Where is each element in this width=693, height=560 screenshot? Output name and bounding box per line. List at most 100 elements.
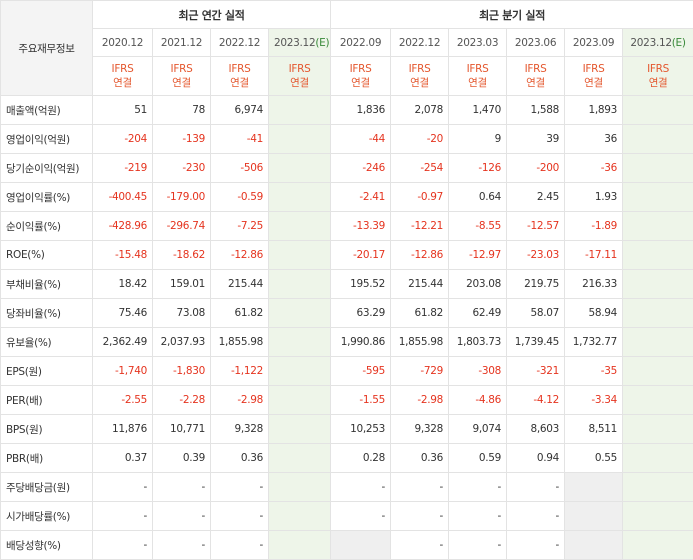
value-cell: -: [93, 531, 153, 560]
value-cell: -: [153, 473, 211, 502]
value-cell: -1,740: [93, 357, 153, 386]
value-cell: [269, 386, 331, 415]
value-cell: 10,771: [153, 415, 211, 444]
value-cell: 9,328: [391, 415, 449, 444]
value-cell: -: [391, 473, 449, 502]
value-cell: [269, 183, 331, 212]
table-row: 당기순이익(억원)-219-230-506-246-254-126-200-36: [1, 154, 693, 183]
value-cell: -428.96: [93, 212, 153, 241]
consolidated-text: 연결: [512, 76, 559, 90]
value-cell: -: [153, 531, 211, 560]
quarterly-period-estimate: 2023.12(E): [623, 29, 693, 57]
value-cell: -230: [153, 154, 211, 183]
value-cell: -2.98: [391, 386, 449, 415]
value-cell: 2,362.49: [93, 328, 153, 357]
value-cell: -41: [211, 125, 269, 154]
value-cell: [623, 299, 693, 328]
value-cell: 9: [449, 125, 507, 154]
value-cell: -2.28: [153, 386, 211, 415]
quarterly-period: 2022.12: [391, 29, 449, 57]
value-cell: [269, 502, 331, 531]
value-cell: 216.33: [565, 270, 623, 299]
row-label: 부채비율(%): [1, 270, 93, 299]
ifrs-text: IFRS: [570, 62, 617, 76]
table-row: PER(배)-2.55-2.28-2.98-1.55-2.98-4.86-4.1…: [1, 386, 693, 415]
value-cell: 195.52: [331, 270, 391, 299]
value-cell: [269, 270, 331, 299]
value-cell: [623, 502, 693, 531]
value-cell: -: [211, 531, 269, 560]
value-cell: -: [211, 473, 269, 502]
value-cell: 51: [93, 96, 153, 125]
row-label: 배당성향(%): [1, 531, 93, 560]
annual-period-estimate: 2023.12(E): [269, 29, 331, 57]
value-cell: [269, 357, 331, 386]
value-cell: -4.86: [449, 386, 507, 415]
value-cell: -12.97: [449, 241, 507, 270]
value-cell: -3.34: [565, 386, 623, 415]
value-cell: -23.03: [507, 241, 565, 270]
value-cell: 39: [507, 125, 565, 154]
table-row: 배당성향(%)------: [1, 531, 693, 560]
value-cell: 1,893: [565, 96, 623, 125]
consolidated-text: 연결: [628, 76, 688, 90]
annual-period: 2020.12: [93, 29, 153, 57]
value-cell: -: [507, 531, 565, 560]
value-cell: [565, 502, 623, 531]
value-cell: 58.94: [565, 299, 623, 328]
value-cell: [269, 299, 331, 328]
value-cell: 0.28: [331, 444, 391, 473]
annual-period: 2021.12: [153, 29, 211, 57]
value-cell: [269, 154, 331, 183]
value-cell: [623, 125, 693, 154]
value-cell: 1,990.86: [331, 328, 391, 357]
value-cell: [623, 241, 693, 270]
value-cell: [565, 531, 623, 560]
quarterly-period: 2023.03: [449, 29, 507, 57]
value-cell: [269, 212, 331, 241]
period-label: 2023.12: [274, 37, 315, 49]
annual-period: 2022.12: [211, 29, 269, 57]
row-label: 영업이익률(%): [1, 183, 93, 212]
value-cell: 1,739.45: [507, 328, 565, 357]
value-cell: 219.75: [507, 270, 565, 299]
value-cell: 0.55: [565, 444, 623, 473]
row-label: 당좌비율(%): [1, 299, 93, 328]
value-cell: -12.86: [211, 241, 269, 270]
value-cell: -12.21: [391, 212, 449, 241]
value-cell: -: [391, 502, 449, 531]
value-cell: 0.36: [211, 444, 269, 473]
value-cell: 1,470: [449, 96, 507, 125]
value-cell: -36: [565, 154, 623, 183]
value-cell: 9,074: [449, 415, 507, 444]
value-cell: -1,122: [211, 357, 269, 386]
value-cell: -: [211, 502, 269, 531]
row-label: 당기순이익(억원): [1, 154, 93, 183]
value-cell: -7.25: [211, 212, 269, 241]
value-cell: 78: [153, 96, 211, 125]
row-header-title: 주요재무정보: [1, 1, 93, 96]
value-cell: [623, 531, 693, 560]
value-cell: -321: [507, 357, 565, 386]
value-cell: -1.55: [331, 386, 391, 415]
value-cell: -15.48: [93, 241, 153, 270]
value-cell: 0.37: [93, 444, 153, 473]
ifrs-text: IFRS: [454, 62, 501, 76]
row-label: 영업이익(억원): [1, 125, 93, 154]
value-cell: 9,328: [211, 415, 269, 444]
value-cell: [269, 444, 331, 473]
value-cell: -0.97: [391, 183, 449, 212]
value-cell: -204: [93, 125, 153, 154]
value-cell: 11,876: [93, 415, 153, 444]
value-cell: [269, 473, 331, 502]
value-cell: [623, 183, 693, 212]
